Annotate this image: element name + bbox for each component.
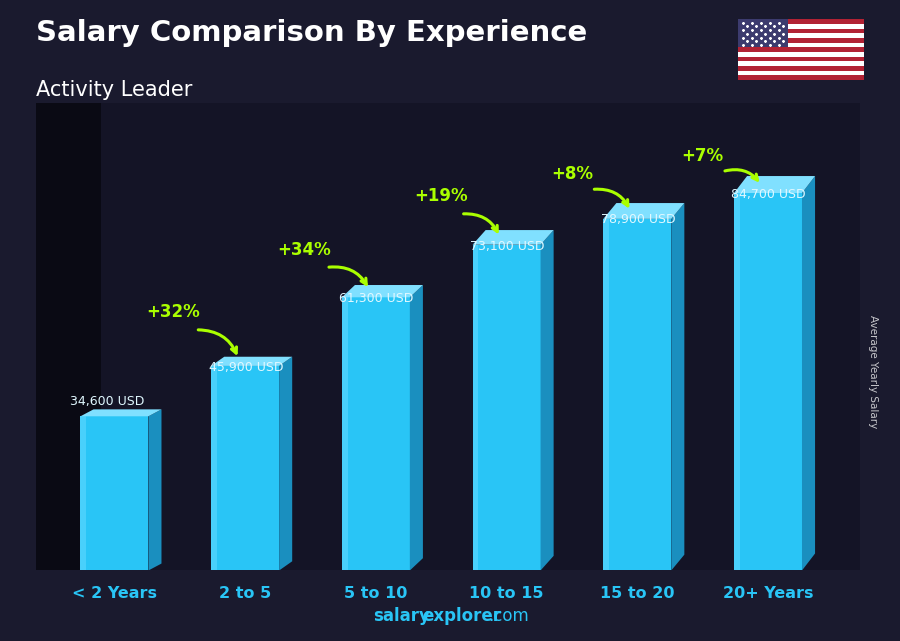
Text: +8%: +8% — [551, 165, 593, 183]
Text: 73,100 USD: 73,100 USD — [470, 240, 544, 253]
Text: 78,900 USD: 78,900 USD — [600, 213, 675, 226]
Text: 45,900 USD: 45,900 USD — [209, 362, 283, 374]
Text: Average Yearly Salary: Average Yearly Salary — [868, 315, 878, 428]
Polygon shape — [802, 176, 815, 570]
Text: Salary Comparison By Experience: Salary Comparison By Experience — [36, 19, 587, 47]
Polygon shape — [734, 176, 815, 193]
Polygon shape — [342, 297, 347, 570]
Bar — [738, 47, 864, 52]
Polygon shape — [671, 203, 684, 570]
Polygon shape — [541, 230, 554, 570]
Text: +19%: +19% — [414, 187, 468, 205]
Bar — [738, 43, 864, 47]
Bar — [738, 33, 864, 38]
Text: +32%: +32% — [147, 303, 200, 321]
Polygon shape — [212, 357, 292, 366]
Bar — [738, 52, 864, 56]
Text: explorer: explorer — [422, 607, 501, 625]
Polygon shape — [603, 203, 684, 219]
Text: 34,600 USD: 34,600 USD — [70, 395, 144, 408]
Polygon shape — [472, 245, 479, 570]
Text: salary: salary — [374, 607, 430, 625]
Polygon shape — [279, 357, 292, 570]
Polygon shape — [342, 285, 423, 297]
Polygon shape — [212, 366, 217, 570]
Bar — [738, 76, 864, 80]
Polygon shape — [734, 193, 802, 570]
Polygon shape — [342, 297, 410, 570]
Text: +34%: +34% — [277, 240, 331, 258]
Text: 61,300 USD: 61,300 USD — [339, 292, 414, 305]
Text: +7%: +7% — [681, 147, 724, 165]
Polygon shape — [212, 366, 279, 570]
Polygon shape — [472, 245, 541, 570]
Polygon shape — [148, 410, 161, 570]
Text: Activity Leader: Activity Leader — [36, 80, 193, 100]
Polygon shape — [603, 219, 609, 570]
Polygon shape — [80, 416, 148, 570]
Polygon shape — [80, 416, 86, 570]
Polygon shape — [410, 285, 423, 570]
Bar — [738, 19, 788, 47]
Bar — [738, 56, 864, 62]
Polygon shape — [80, 410, 161, 416]
Polygon shape — [603, 219, 671, 570]
Bar — [738, 29, 864, 33]
Polygon shape — [36, 103, 102, 570]
Bar — [738, 62, 864, 66]
Text: 84,700 USD: 84,700 USD — [732, 188, 806, 201]
Bar — [738, 38, 864, 43]
Polygon shape — [734, 193, 740, 570]
Bar — [738, 24, 864, 29]
Polygon shape — [472, 230, 554, 245]
Bar — [738, 19, 864, 24]
Bar — [738, 66, 864, 71]
Bar — [738, 71, 864, 76]
Text: .com: .com — [488, 607, 528, 625]
